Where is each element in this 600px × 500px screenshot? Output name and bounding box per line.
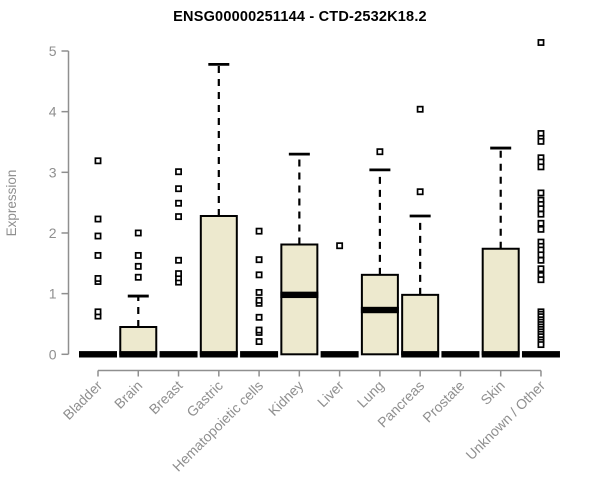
- outlier-point: [94, 215, 102, 223]
- x-category-label-group: Liver: [314, 377, 347, 410]
- outlier-point: [255, 288, 263, 296]
- outlier-point: [255, 256, 263, 264]
- box-group-unknown-other: [521, 39, 560, 358]
- x-category-label-group: Bladder: [60, 377, 106, 423]
- median-line: [280, 291, 319, 299]
- box-body: [199, 214, 238, 356]
- outlier-point: [175, 213, 182, 221]
- x-category-label-group: Lung: [354, 377, 387, 410]
- outlier-point: [134, 273, 142, 281]
- x-category-label-brain: Brain: [111, 377, 145, 411]
- median-line: [119, 351, 158, 358]
- outlier-point: [255, 313, 263, 321]
- x-category-label-lung: Lung: [354, 377, 387, 410]
- outlier-point: [416, 105, 424, 113]
- box-group-pancreas: [401, 105, 440, 358]
- x-category-label-group: Skin: [477, 377, 508, 408]
- median-line: [79, 351, 117, 358]
- chart-title: ENSG00000251144 - CTD-2532K18.2: [173, 9, 427, 25]
- outlier-point: [537, 251, 545, 259]
- x-category-label-kidney: Kidney: [265, 377, 307, 419]
- outlier-point: [537, 219, 545, 227]
- outlier-point: [94, 308, 102, 316]
- outlier-point: [134, 262, 142, 270]
- outlier-point: [537, 341, 545, 349]
- x-category-label-liver: Liver: [314, 377, 347, 410]
- median-line: [521, 351, 560, 358]
- outlier-point: [134, 229, 142, 237]
- outlier-point: [336, 242, 344, 250]
- box-group-brain: [119, 229, 158, 358]
- outlier-point: [537, 205, 545, 213]
- box-body: [280, 243, 319, 356]
- outlier-point: [376, 148, 384, 156]
- outlier-point: [134, 251, 142, 259]
- outlier-point: [537, 210, 545, 218]
- x-category-label-group: Breast: [146, 377, 186, 417]
- box-group-kidney: [280, 152, 319, 356]
- median-line: [401, 351, 440, 358]
- x-category-label-skin: Skin: [477, 377, 508, 408]
- outlier-point: [537, 39, 545, 46]
- median-line: [240, 351, 279, 358]
- y-tick-label: 2: [49, 225, 57, 241]
- x-category-label-group: Prostate: [419, 377, 467, 425]
- x-category-label-group: Kidney: [265, 377, 307, 419]
- box-group-bladder: [79, 157, 117, 358]
- y-tick-label: 0: [49, 346, 57, 362]
- median-line: [199, 351, 238, 358]
- box-group-breast: [159, 168, 198, 358]
- outlier-point: [94, 232, 102, 240]
- box-body: [481, 247, 520, 356]
- median-line: [159, 351, 198, 358]
- box-group-gastric: [199, 62, 238, 358]
- outlier-point: [537, 276, 545, 284]
- box-body: [360, 273, 399, 356]
- y-tick-label: 3: [49, 164, 57, 180]
- y-tick-label: 5: [49, 43, 57, 59]
- box-body: [119, 326, 158, 356]
- box-group-skin: [481, 146, 520, 358]
- outlier-point: [537, 265, 545, 273]
- y-tick-label: 1: [49, 286, 57, 302]
- x-category-label-prostate: Prostate: [419, 377, 467, 425]
- outlier-point: [175, 185, 182, 193]
- median-line: [441, 351, 480, 358]
- box-group-prostate: [441, 351, 480, 358]
- x-category-label-bladder: Bladder: [60, 377, 106, 423]
- outlier-point: [94, 251, 102, 259]
- box-group-hematopoietic-cells: [240, 227, 279, 358]
- outlier-point: [416, 188, 424, 196]
- median-line: [481, 351, 520, 358]
- outlier-point: [94, 275, 102, 282]
- outlier-point: [537, 137, 545, 145]
- y-tick-label: 4: [49, 104, 57, 120]
- outlier-point: [537, 256, 545, 264]
- box-group-lung: [360, 148, 399, 356]
- median-line: [360, 306, 399, 314]
- outlier-point: [255, 296, 263, 304]
- outlier-point: [255, 227, 263, 235]
- x-category-label-breast: Breast: [146, 377, 186, 417]
- outlier-point: [255, 271, 263, 279]
- median-line: [320, 351, 359, 358]
- outlier-point: [175, 168, 182, 176]
- outlier-point: [537, 163, 545, 171]
- outlier-point: [175, 256, 182, 264]
- x-category-label-group: Brain: [111, 377, 145, 411]
- outlier-point: [537, 189, 545, 197]
- box-body: [401, 293, 440, 356]
- outlier-point: [255, 326, 263, 334]
- box-group-liver: [320, 242, 359, 358]
- outlier-point: [255, 338, 263, 346]
- outlier-point: [537, 225, 545, 233]
- outlier-point: [94, 157, 102, 165]
- y-axis-title: Expression: [4, 170, 19, 237]
- outlier-point: [175, 199, 182, 207]
- outlier-point: [175, 270, 182, 278]
